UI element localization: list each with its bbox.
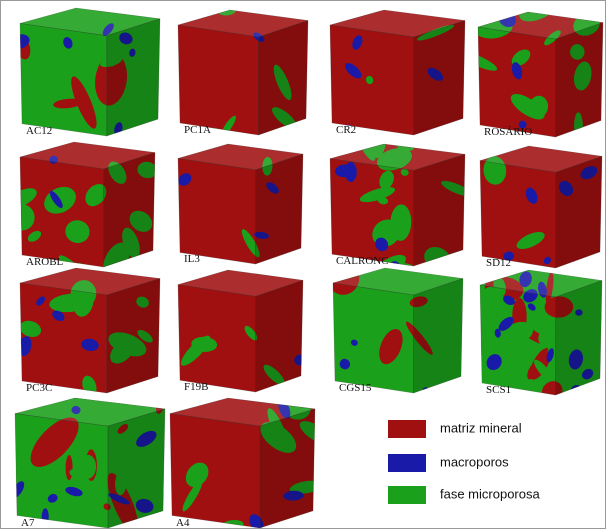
cube: PC1A: [178, 1, 308, 139]
cube-label: A4: [176, 517, 190, 529]
right-face-shade: [256, 154, 304, 264]
right-face-shade: [104, 153, 155, 268]
right-face-shade: [556, 281, 602, 396]
cube: A4: [170, 391, 334, 529]
right-face-shade: [414, 154, 465, 266]
cube-label: IL3: [184, 253, 200, 265]
cube: AC12: [7, 0, 160, 137]
cube-label: CALRONC: [336, 255, 389, 267]
cube: IL3: [176, 144, 303, 265]
right-face-shade: [107, 279, 160, 394]
legend-swatch: [388, 454, 426, 472]
cube-label: ROSÁRIO: [484, 126, 532, 138]
right-face-shade: [107, 19, 160, 136]
cube-label: PC1A: [184, 124, 211, 136]
cube-label: CR2: [336, 124, 356, 136]
right-face-shade: [414, 21, 465, 136]
cube-label: CGS15: [339, 382, 372, 394]
legend-label: fase microporosa: [440, 486, 540, 501]
right-face-shade: [414, 279, 463, 394]
cube-label: PC3C: [26, 382, 52, 394]
cube-label: SCS1: [486, 384, 511, 396]
legend-swatch: [388, 486, 426, 504]
right-face-shade: [259, 21, 308, 136]
figure: AC12 PC1A CR2 ROSÁRIO AROBL IL3 CALRONC SD12 PC3…: [0, 0, 606, 529]
right-face-shade: [556, 156, 602, 268]
right-face-shade: [256, 280, 304, 392]
cube: F19B: [177, 270, 306, 393]
legend-label: matriz mineral: [440, 420, 522, 435]
cube-label: AC12: [26, 125, 52, 137]
right-face-shade: [108, 409, 165, 528]
cube: SD12: [480, 146, 602, 269]
cube-label: F19B: [184, 381, 208, 393]
cube-label: A7: [21, 517, 35, 529]
legend-label: macroporos: [440, 454, 509, 469]
cube-label: AROBL: [26, 256, 64, 268]
legend-swatch: [388, 420, 426, 438]
cube-label: SD12: [486, 257, 511, 269]
right-face-shade: [260, 409, 315, 528]
right-face-shade: [556, 23, 604, 138]
